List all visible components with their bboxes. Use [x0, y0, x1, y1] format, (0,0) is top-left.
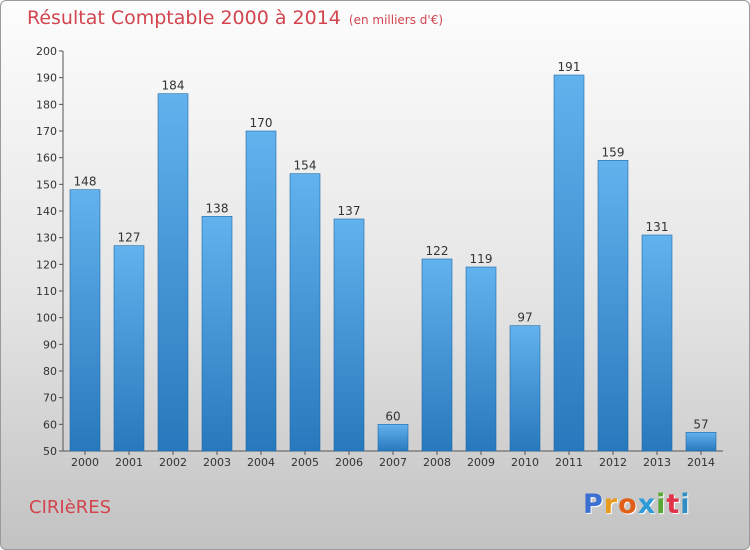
y-tick-label: 130 — [36, 232, 57, 245]
y-tick-label: 120 — [36, 258, 57, 271]
bar-value-label: 184 — [162, 79, 185, 93]
y-tick-label: 60 — [43, 418, 57, 431]
bar — [289, 173, 321, 452]
y-tick-label: 160 — [36, 152, 57, 165]
logo-letter: t — [666, 489, 681, 520]
bar — [377, 424, 409, 452]
logo-letter: i — [680, 489, 691, 520]
bar — [157, 93, 189, 452]
y-tick-label: 90 — [43, 338, 57, 351]
y-tick-label: 170 — [36, 125, 57, 138]
bar — [421, 258, 453, 452]
bar-value-label: 60 — [385, 409, 400, 423]
logo-letter: P — [583, 489, 604, 520]
bar — [597, 160, 629, 452]
bar-value-label: 170 — [250, 116, 273, 130]
x-tick-label: 2006 — [335, 456, 363, 469]
x-tick-label: 2008 — [423, 456, 451, 469]
bar-value-label: 148 — [74, 175, 97, 189]
bar-value-label: 154 — [294, 159, 317, 173]
bar-value-label: 119 — [470, 252, 493, 266]
bar-value-label: 159 — [602, 145, 625, 159]
x-tick-label: 2003 — [203, 456, 231, 469]
bar — [509, 325, 541, 452]
bar — [553, 74, 585, 452]
x-tick-label: 2009 — [467, 456, 495, 469]
bar — [245, 130, 277, 452]
x-tick-label: 2005 — [291, 456, 319, 469]
y-tick-label: 100 — [36, 312, 57, 325]
commune-name: CIRIèRES — [29, 497, 112, 518]
x-tick-label: 2011 — [555, 456, 583, 469]
logo-letter: x — [637, 489, 657, 520]
bar-value-label: 127 — [118, 231, 141, 245]
y-tick-label: 140 — [36, 205, 57, 218]
x-tick-label: 2001 — [115, 456, 143, 469]
x-tick-label: 2007 — [379, 456, 407, 469]
y-tick-label: 180 — [36, 98, 57, 111]
bar-value-label: 137 — [338, 204, 361, 218]
logo-letter: o — [618, 489, 638, 520]
bar-value-label: 57 — [693, 417, 708, 431]
y-tick-label: 70 — [43, 392, 57, 405]
chart-subtitle: (en milliers d'€) — [348, 13, 444, 27]
x-tick-label: 2014 — [687, 456, 715, 469]
chart-title-text: Résultat Comptable 2000 à 2014 — [27, 7, 341, 29]
bar-value-label: 131 — [646, 220, 669, 234]
x-tick-label: 2002 — [159, 456, 187, 469]
bar-value-label: 97 — [517, 311, 532, 325]
y-tick-label: 150 — [36, 178, 57, 191]
bar — [333, 218, 365, 452]
bar — [113, 245, 145, 452]
x-tick-label: 2013 — [643, 456, 671, 469]
y-tick-label: 80 — [43, 365, 57, 378]
logo-letter: i — [656, 489, 667, 520]
x-tick-label: 2012 — [599, 456, 627, 469]
bar-value-label: 138 — [206, 201, 229, 215]
y-tick-label: 200 — [36, 45, 57, 58]
y-tick-label: 110 — [36, 285, 57, 298]
chart-title: Résultat Comptable 2000 à 2014 (en millie… — [27, 7, 443, 29]
bar — [201, 216, 233, 452]
x-tick-label: 2010 — [511, 456, 539, 469]
y-tick-label: 190 — [36, 72, 57, 85]
bar-value-label: 191 — [558, 60, 581, 74]
bar-value-label: 122 — [426, 244, 449, 258]
logo-letter: r — [603, 489, 619, 520]
bar — [465, 266, 497, 452]
x-tick-label: 2000 — [71, 456, 99, 469]
y-tick-label: 50 — [43, 445, 57, 458]
bar — [69, 189, 101, 452]
bar — [641, 234, 673, 452]
bar — [685, 432, 717, 452]
x-tick-label: 2004 — [247, 456, 275, 469]
